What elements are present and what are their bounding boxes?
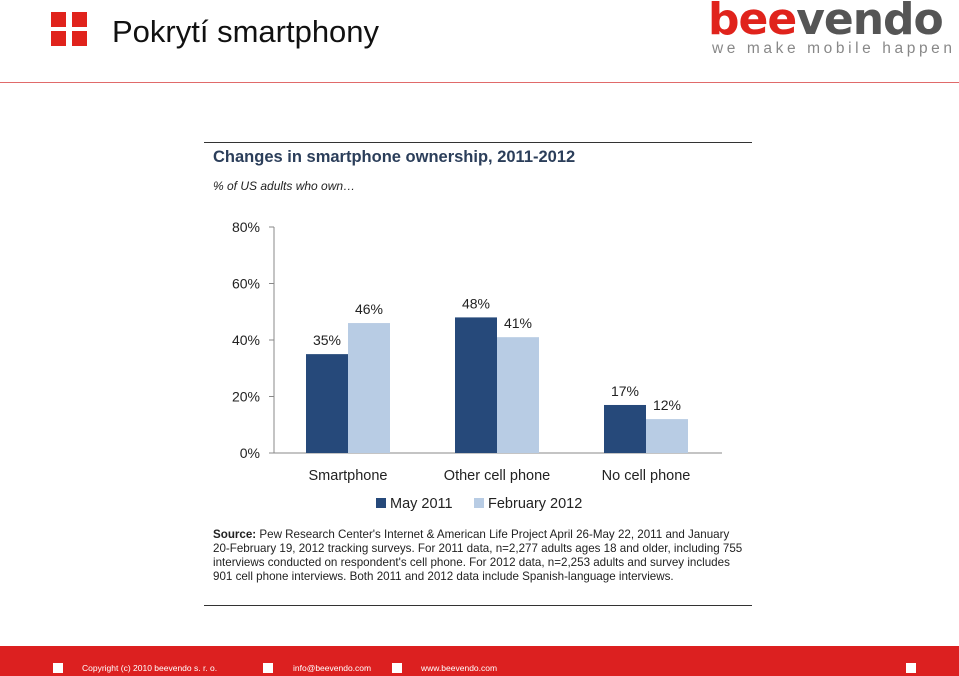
footer-email-link[interactable]: info@beevendo.com: [293, 663, 372, 673]
y-tick-label: 40%: [232, 332, 260, 348]
data-label: 41%: [504, 315, 532, 331]
y-tick-label: 0%: [240, 445, 260, 461]
figure-top-rule: [204, 142, 752, 143]
bar: [646, 419, 688, 453]
legend-swatch: [376, 498, 386, 508]
bar: [455, 317, 497, 453]
bar: [604, 404, 646, 453]
footer-square-icon: [53, 663, 63, 673]
x-tick-label: Other cell phone: [444, 468, 550, 484]
data-label: 12%: [653, 397, 681, 413]
source-text: Pew Research Center's Internet & America…: [213, 528, 743, 583]
footer-copyright: Copyright (c) 2010 beevendo s. r. o.: [82, 663, 218, 673]
footer-square-icon: [263, 663, 273, 673]
chart-title: Changes in smartphone ownership, 2011-20…: [213, 148, 576, 166]
chart-figure: Changes in smartphone ownership, 2011-20…: [204, 142, 752, 606]
footer-square-icon: [392, 663, 402, 673]
brand-tagline: we make mobile happen: [712, 40, 956, 57]
bar: [348, 323, 390, 453]
slide-title: Pokrytí smartphony: [112, 14, 380, 49]
data-label: 35%: [313, 332, 341, 348]
logo-squares-icon: [51, 12, 87, 46]
legend-label: May 2011: [390, 496, 453, 512]
footer-bar: Copyright (c) 2010 beevendo s. r. o. inf…: [0, 646, 959, 676]
figure-bottom-rule: [204, 605, 752, 606]
data-label: 46%: [355, 301, 383, 317]
y-tick-label: 20%: [232, 389, 260, 405]
footer-square-icon: [906, 663, 916, 673]
bar: [497, 337, 539, 453]
y-tick-label: 80%: [232, 219, 260, 235]
brand-name: beevendo: [708, 0, 944, 45]
y-tick-label: 60%: [232, 276, 260, 292]
legend-swatch: [474, 498, 484, 508]
bar: [306, 354, 348, 453]
bar-chart: 0% 20% 40% 60% 80% 35% 46% Smartphone 48% 41% Othe…: [232, 219, 722, 512]
data-label: 48%: [462, 295, 490, 311]
footer-website-link[interactable]: www.beevendo.com: [421, 663, 498, 673]
source-label: Source:: [213, 528, 257, 541]
legend-label: February 2012: [488, 496, 582, 512]
brand-logo[interactable]: beevendo we make mobile happen: [708, 0, 952, 62]
chart-subtitle: % of US adults who own…: [213, 179, 356, 193]
x-tick-label: Smartphone: [309, 468, 388, 484]
x-tick-label: No cell phone: [602, 468, 691, 484]
data-label: 17%: [611, 383, 639, 399]
header-divider: [0, 82, 959, 83]
chart-source-note: Source: Pew Research Center's Internet &…: [213, 528, 745, 584]
